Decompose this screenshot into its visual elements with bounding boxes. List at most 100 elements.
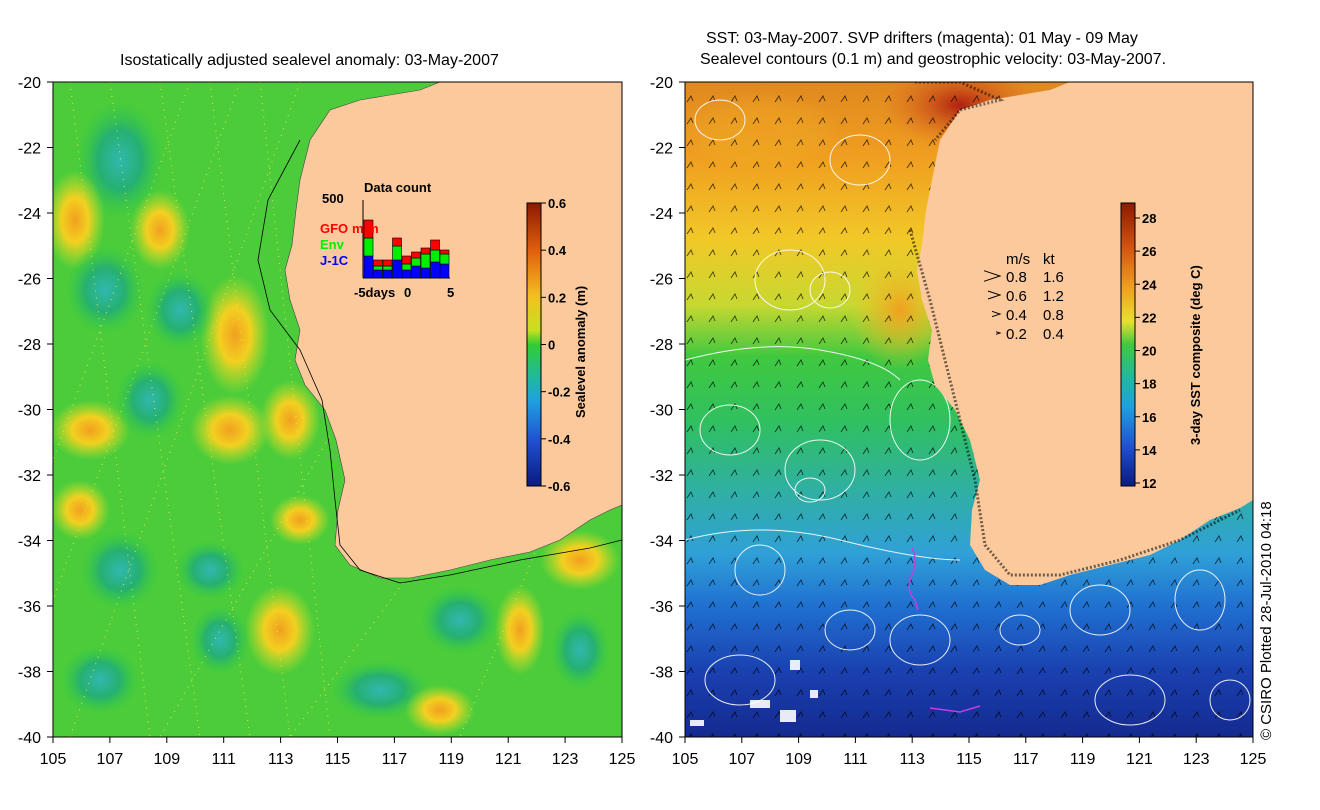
right-map-y-axis: -20 -22 -24 -26 -28 -30 -32 -34 -36 -38 -40: [650, 75, 685, 747]
longitude-tick-label: 125: [1240, 751, 1267, 768]
longitude-tick-label: 117: [382, 751, 408, 768]
latitude-tick-label: -20: [18, 75, 41, 92]
inset-x-label-start: -5days: [354, 285, 395, 300]
velocity-ms-value: 0.6: [1006, 288, 1027, 305]
longitude-tick-label: 117: [1013, 751, 1039, 768]
latitude-tick-label: -40: [650, 730, 673, 747]
colorbar-tick-label: -0.4: [548, 432, 571, 447]
longitude-tick-label: 111: [212, 751, 236, 768]
longitude-tick-label: 105: [672, 751, 699, 768]
longitude-tick-label: 109: [153, 751, 180, 768]
inset-legend-j1c: J-1C: [320, 253, 349, 268]
data-count-bar: [363, 237, 374, 257]
velocity-ms-value: 0.8: [1006, 269, 1027, 286]
inset-legend-gfo: GFO: [320, 221, 348, 236]
data-count-bar: [420, 253, 431, 269]
latitude-tick-label: -36: [650, 599, 673, 616]
left-map-title: Isostatically adjusted sealevel anomaly:…: [120, 52, 499, 69]
sla-colorbar-label: Sealevel anomaly (m): [573, 286, 588, 418]
longitude-tick-label: 113: [899, 751, 925, 768]
longitude-tick-label: 121: [1126, 751, 1153, 768]
data-count-bar: [392, 259, 402, 279]
longitude-tick-label: 105: [40, 751, 67, 768]
velocity-ms-value: 0.4: [1006, 307, 1027, 324]
right-map-title-line2: Sealevel contours (0.1 m) and geostrophi…: [700, 51, 1167, 68]
data-count-bar: [430, 239, 440, 251]
data-count-bar: [373, 265, 383, 271]
sla-colorbar: 0.6 0.4 0.2 0 -0.2 -0.4 -0.6 Sealevel anomaly …: [526, 196, 588, 494]
data-count-bar: [363, 219, 374, 239]
inset-max-label: 500: [322, 191, 344, 206]
data-count-bar: [382, 259, 393, 267]
longitude-tick-label: 123: [552, 751, 579, 768]
data-count-bar: [420, 247, 431, 255]
latitude-tick-label: -40: [18, 730, 41, 747]
latitude-tick-label: -32: [650, 468, 673, 485]
velocity-header-kt: kt: [1043, 251, 1056, 268]
velocity-legend: m/s kt 0.8 1.6 0.6 1.2 0.4 0.8 0.2 0.4: [983, 251, 1064, 343]
longitude-tick-label: 121: [495, 751, 522, 768]
latitude-tick-label: -22: [650, 141, 673, 158]
longitude-tick-label: 119: [439, 751, 465, 768]
sst-field: [685, 82, 1253, 737]
right-map-title-line1: SST: 03-May-2007. SVP drifters (magenta)…: [706, 30, 1138, 47]
data-count-bar: [373, 269, 383, 279]
sealevel-anomaly-map: -20 -22 -24 -26 -28 -30 -32 -34 -36 -38 -40 105 107…: [18, 75, 636, 768]
data-count-bar: [363, 255, 374, 279]
velocity-ms-value: 0.2: [1006, 326, 1027, 343]
left-map-y-axis: -20 -22 -24 -26 -28 -30 -32 -34 -36 -38 -40: [18, 75, 53, 747]
velocity-kt-value: 0.4: [1043, 326, 1064, 343]
colorbar-tick-label: 12: [1142, 476, 1156, 491]
data-count-bar: [439, 253, 450, 265]
velocity-arrow-icon: [987, 290, 1002, 300]
velocity-arrow-icon: [983, 270, 1002, 282]
colorbar-tick-label: -0.6: [548, 479, 570, 494]
data-count-bar: [373, 259, 383, 267]
velocity-kt-value: 1.6: [1043, 269, 1064, 286]
data-count-bar: [420, 267, 431, 279]
sla-field: [53, 82, 622, 737]
credit-text: © CSIRO Plotted 28-Jul-2010 04:18: [1258, 501, 1275, 740]
longitude-tick-label: 123: [1183, 751, 1210, 768]
colorbar-tick-label: -0.2: [548, 385, 570, 400]
latitude-tick-label: -26: [18, 272, 41, 289]
data-count-bar: [401, 263, 412, 271]
colorbar-tick-label: 18: [1142, 377, 1156, 392]
colorbar-tick-label: 20: [1142, 344, 1156, 359]
velocity-header-ms: m/s: [1006, 251, 1030, 268]
latitude-tick-label: -28: [650, 337, 673, 354]
data-count-bar: [401, 255, 412, 265]
data-count-bar: [392, 237, 402, 247]
latitude-tick-label: -20: [650, 75, 673, 92]
data-count-bar: [382, 265, 393, 271]
longitude-tick-label: 115: [325, 751, 351, 768]
colorbar-tick-label: 28: [1142, 211, 1156, 226]
longitude-tick-label: 119: [1070, 751, 1096, 768]
latitude-tick-label: -34: [18, 534, 41, 551]
colorbar-tick-label: 14: [1142, 443, 1157, 458]
inset-legend-env: Env: [320, 237, 345, 252]
colorbar-tick-label: 0.4: [548, 243, 567, 258]
longitude-tick-label: 107: [728, 751, 755, 768]
sst-map: -20 -22 -24 -26 -28 -30 -32 -34 -36 -38 -40 105 107…: [650, 75, 1267, 768]
longitude-tick-label: 107: [97, 751, 124, 768]
sst-colorbar: 28 26 24 22 20 18 16 14 12 3-day SST composite (…: [1120, 202, 1203, 491]
data-count-bar: [382, 269, 393, 279]
data-count-bar: [439, 263, 450, 279]
longitude-tick-label: 115: [956, 751, 982, 768]
data-count-bar: [392, 245, 402, 261]
longitude-tick-label: 109: [785, 751, 812, 768]
latitude-tick-label: -38: [18, 665, 41, 682]
velocity-kt-value: 1.2: [1043, 288, 1064, 305]
velocity-arrow-icon: [991, 310, 1002, 318]
data-count-bar: [439, 249, 450, 255]
longitude-tick-label: 125: [609, 751, 636, 768]
data-count-inset: Data count 500 GFO m m Env J-1C -5days 0…: [320, 180, 454, 300]
colorbar-tick-label: 22: [1142, 310, 1156, 325]
right-map-x-axis: 105 107 109 111 113 115 117 119 121 123 125: [672, 737, 1267, 768]
data-count-bar: [430, 261, 440, 279]
inset-x-label-end: 5: [447, 285, 454, 300]
velocity-kt-value: 0.8: [1043, 307, 1064, 324]
latitude-tick-label: -28: [18, 337, 41, 354]
latitude-tick-label: -30: [18, 403, 41, 420]
